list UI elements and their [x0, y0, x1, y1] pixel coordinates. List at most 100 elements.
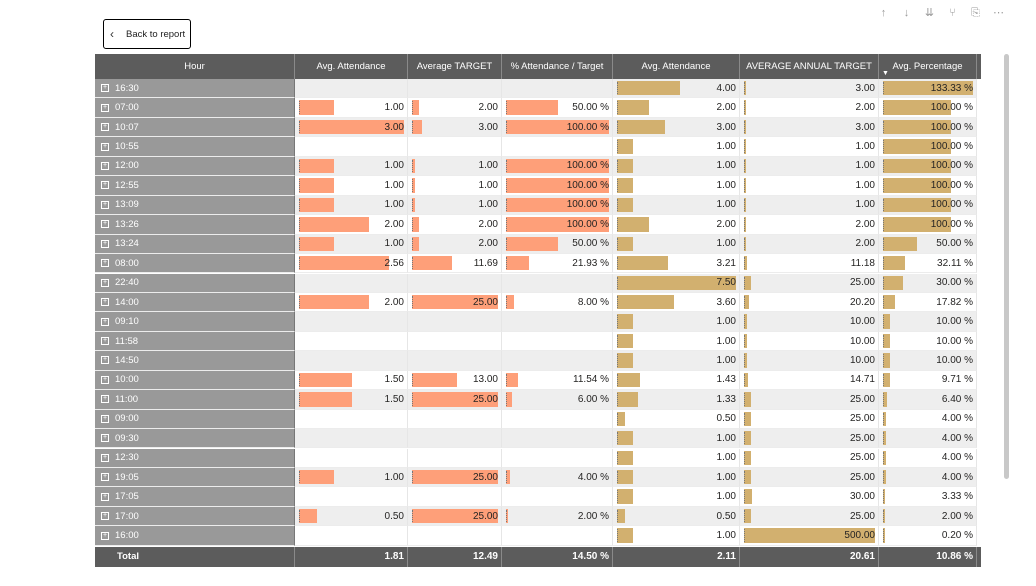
expand-icon[interactable]: + [101, 123, 109, 132]
data-bar [744, 450, 751, 465]
data-bar [883, 139, 951, 154]
arrow-down-icon[interactable]: ↓ [903, 7, 910, 19]
expand-icon[interactable]: + [101, 181, 109, 190]
row-header-hour[interactable]: +09:10 [95, 312, 295, 332]
row-header-hour[interactable]: +10:00 [95, 370, 295, 391]
cell-avg-percentage: 10.00 % [879, 312, 977, 332]
row-header-hour[interactable]: +11:58 [95, 331, 295, 352]
cell-value: 30.00 % [936, 277, 973, 289]
hierarchy-icon[interactable]: ⑂ [949, 7, 956, 19]
expand-icon[interactable]: + [101, 103, 109, 112]
cell-value: 1.00 [716, 471, 736, 483]
chevron-left-icon: ‹ [110, 27, 114, 41]
column-header-avg-percentage[interactable]: Avg. Percentage ▼ [879, 54, 977, 79]
row-header-hour[interactable]: +14:00 [95, 292, 295, 313]
row-header-hour[interactable]: +10:55 [95, 137, 295, 157]
row-header-hour[interactable]: +12:30 [95, 448, 295, 468]
cell-value: 1.00 [855, 199, 875, 211]
row-header-hour[interactable]: +12:55 [95, 176, 295, 196]
expand-icon[interactable]: + [101, 239, 109, 248]
expand-icon[interactable]: + [101, 375, 109, 384]
row-header-hour[interactable]: +13:24 [95, 234, 295, 254]
cell-value: 25.00 [849, 432, 875, 444]
expand-icon[interactable]: + [101, 337, 109, 346]
cell-value: 25.00 [849, 471, 875, 483]
row-header-hour[interactable]: +17:05 [95, 487, 295, 507]
expand-icon[interactable]: + [101, 298, 109, 307]
expand-icon[interactable]: + [101, 278, 109, 287]
row-header-hour[interactable]: +22:40 [95, 273, 295, 293]
expand-icon[interactable]: + [101, 356, 109, 365]
row-header-hour[interactable]: +11:00 [95, 390, 295, 410]
more-options-icon[interactable]: ⋯ [993, 7, 1004, 19]
column-header-annual-target[interactable]: AVERAGE ANNUAL TARGET [740, 54, 879, 79]
row-header-hour[interactable]: +16:00 [95, 526, 295, 546]
expand-icon[interactable]: + [101, 161, 109, 170]
row-header-hour[interactable]: +10:07 [95, 117, 295, 138]
axis-tick [299, 393, 300, 406]
double-arrow-down-icon[interactable]: ⇊ [924, 7, 935, 19]
vertical-scrollbar[interactable] [1004, 54, 1009, 479]
row-header-hour[interactable]: +13:26 [95, 215, 295, 235]
row-header-hour[interactable]: +08:00 [95, 254, 295, 274]
row-header-hour[interactable]: +16:30 [95, 79, 295, 99]
cell-avg-percentage: 10.86 % [879, 546, 977, 567]
column-header-avg-attendance[interactable]: Avg. Attendance [295, 54, 408, 79]
data-bar [617, 333, 633, 349]
cell-value: 1.00 [716, 335, 736, 347]
data-bar [617, 100, 649, 115]
hour-label: 09:30 [115, 432, 139, 444]
expand-icon[interactable]: + [101, 473, 109, 482]
column-header-attendance-pct[interactable]: % Attendance / Target [502, 54, 613, 79]
column-header-hour[interactable]: Hour [95, 54, 295, 79]
hour-label: 19:05 [115, 471, 139, 483]
axis-tick [617, 120, 618, 134]
cell-value: 0.50 [716, 413, 736, 425]
expand-icon[interactable]: + [101, 200, 109, 209]
axis-tick [883, 237, 884, 250]
expand-icon[interactable]: + [101, 84, 109, 93]
back-to-report-button[interactable]: ‹ Back to report [103, 19, 191, 49]
cell-value: 2.00 [855, 218, 875, 230]
cell-value: 1.00 [716, 141, 736, 153]
axis-tick [617, 140, 618, 153]
cell-annual-target: 1.00 [740, 176, 879, 196]
cell-value: 1.00 [716, 179, 736, 191]
expand-icon[interactable]: + [101, 259, 109, 268]
row-header-hour[interactable]: +09:30 [95, 429, 295, 449]
expand-icon[interactable]: + [101, 142, 109, 151]
data-bar [617, 489, 633, 504]
row-header-hour[interactable]: +12:00 [95, 156, 295, 177]
expand-icon[interactable]: + [101, 531, 109, 540]
data-bar [299, 100, 334, 115]
row-header-hour[interactable]: +07:00 [95, 98, 295, 118]
axis-tick [506, 393, 507, 406]
data-bar [883, 333, 890, 349]
row-header-hour[interactable]: +19:05 [95, 468, 295, 488]
expand-icon[interactable]: + [101, 512, 109, 521]
column-header-avg-attendance-2[interactable]: Avg. Attendance [613, 54, 740, 79]
cell-avg-percentage: 10.00 % [879, 351, 977, 371]
row-header-hour[interactable]: +14:50 [95, 351, 295, 371]
cell-value: 4.00 % [941, 452, 973, 464]
copy-icon[interactable]: ⎘ [971, 7, 980, 19]
axis-tick [883, 315, 884, 328]
cell-avg-percentage: 50.00 % [879, 234, 977, 254]
expand-icon[interactable]: + [101, 414, 109, 423]
row-header-hour[interactable]: +17:00 [95, 506, 295, 527]
row-header-hour[interactable]: +09:00 [95, 409, 295, 430]
expand-icon[interactable]: + [101, 492, 109, 501]
expand-icon[interactable]: + [101, 317, 109, 326]
row-header-hour[interactable]: +13:09 [95, 195, 295, 216]
data-bar [744, 294, 750, 310]
cell-value: 25.00 [849, 452, 875, 464]
cell-annual-target: 500.00 [740, 526, 879, 546]
expand-icon[interactable]: + [101, 434, 109, 443]
column-header-average-target[interactable]: Average TARGET [408, 54, 502, 79]
expand-icon[interactable]: + [101, 395, 109, 404]
axis-tick [506, 295, 507, 309]
expand-icon[interactable]: + [101, 453, 109, 462]
arrow-up-icon[interactable]: ↑ [880, 7, 887, 19]
expand-icon[interactable]: + [101, 220, 109, 229]
cell-avg-attendance: 1.00 [295, 98, 408, 118]
